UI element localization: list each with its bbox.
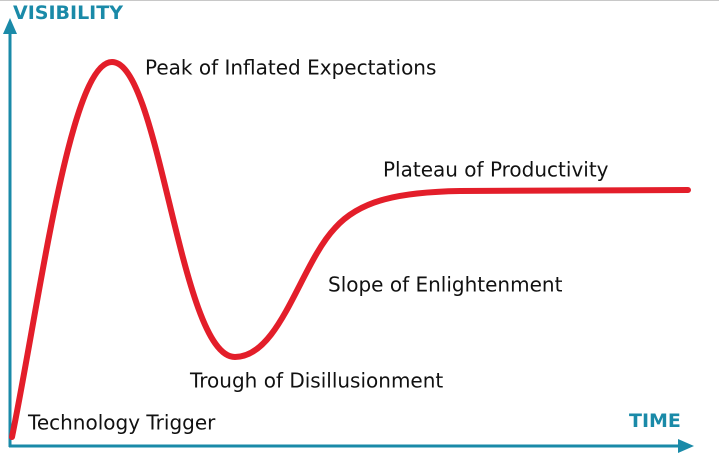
- y-axis-title: VISIBILITY: [13, 2, 123, 24]
- phase-label: Peak of Inflated Expectations: [145, 56, 436, 80]
- phase-label: Plateau of Productivity: [383, 158, 609, 182]
- hype-curve: [9, 58, 691, 440]
- phase-label: Slope of Enlightenment: [328, 273, 563, 297]
- x-axis-arrow: [678, 439, 694, 453]
- y-axis-arrow: [3, 18, 17, 34]
- x-axis-title: TIME: [629, 410, 681, 432]
- phase-label: Technology Trigger: [27, 411, 216, 435]
- phase-label: Trough of Disillusionment: [189, 369, 443, 393]
